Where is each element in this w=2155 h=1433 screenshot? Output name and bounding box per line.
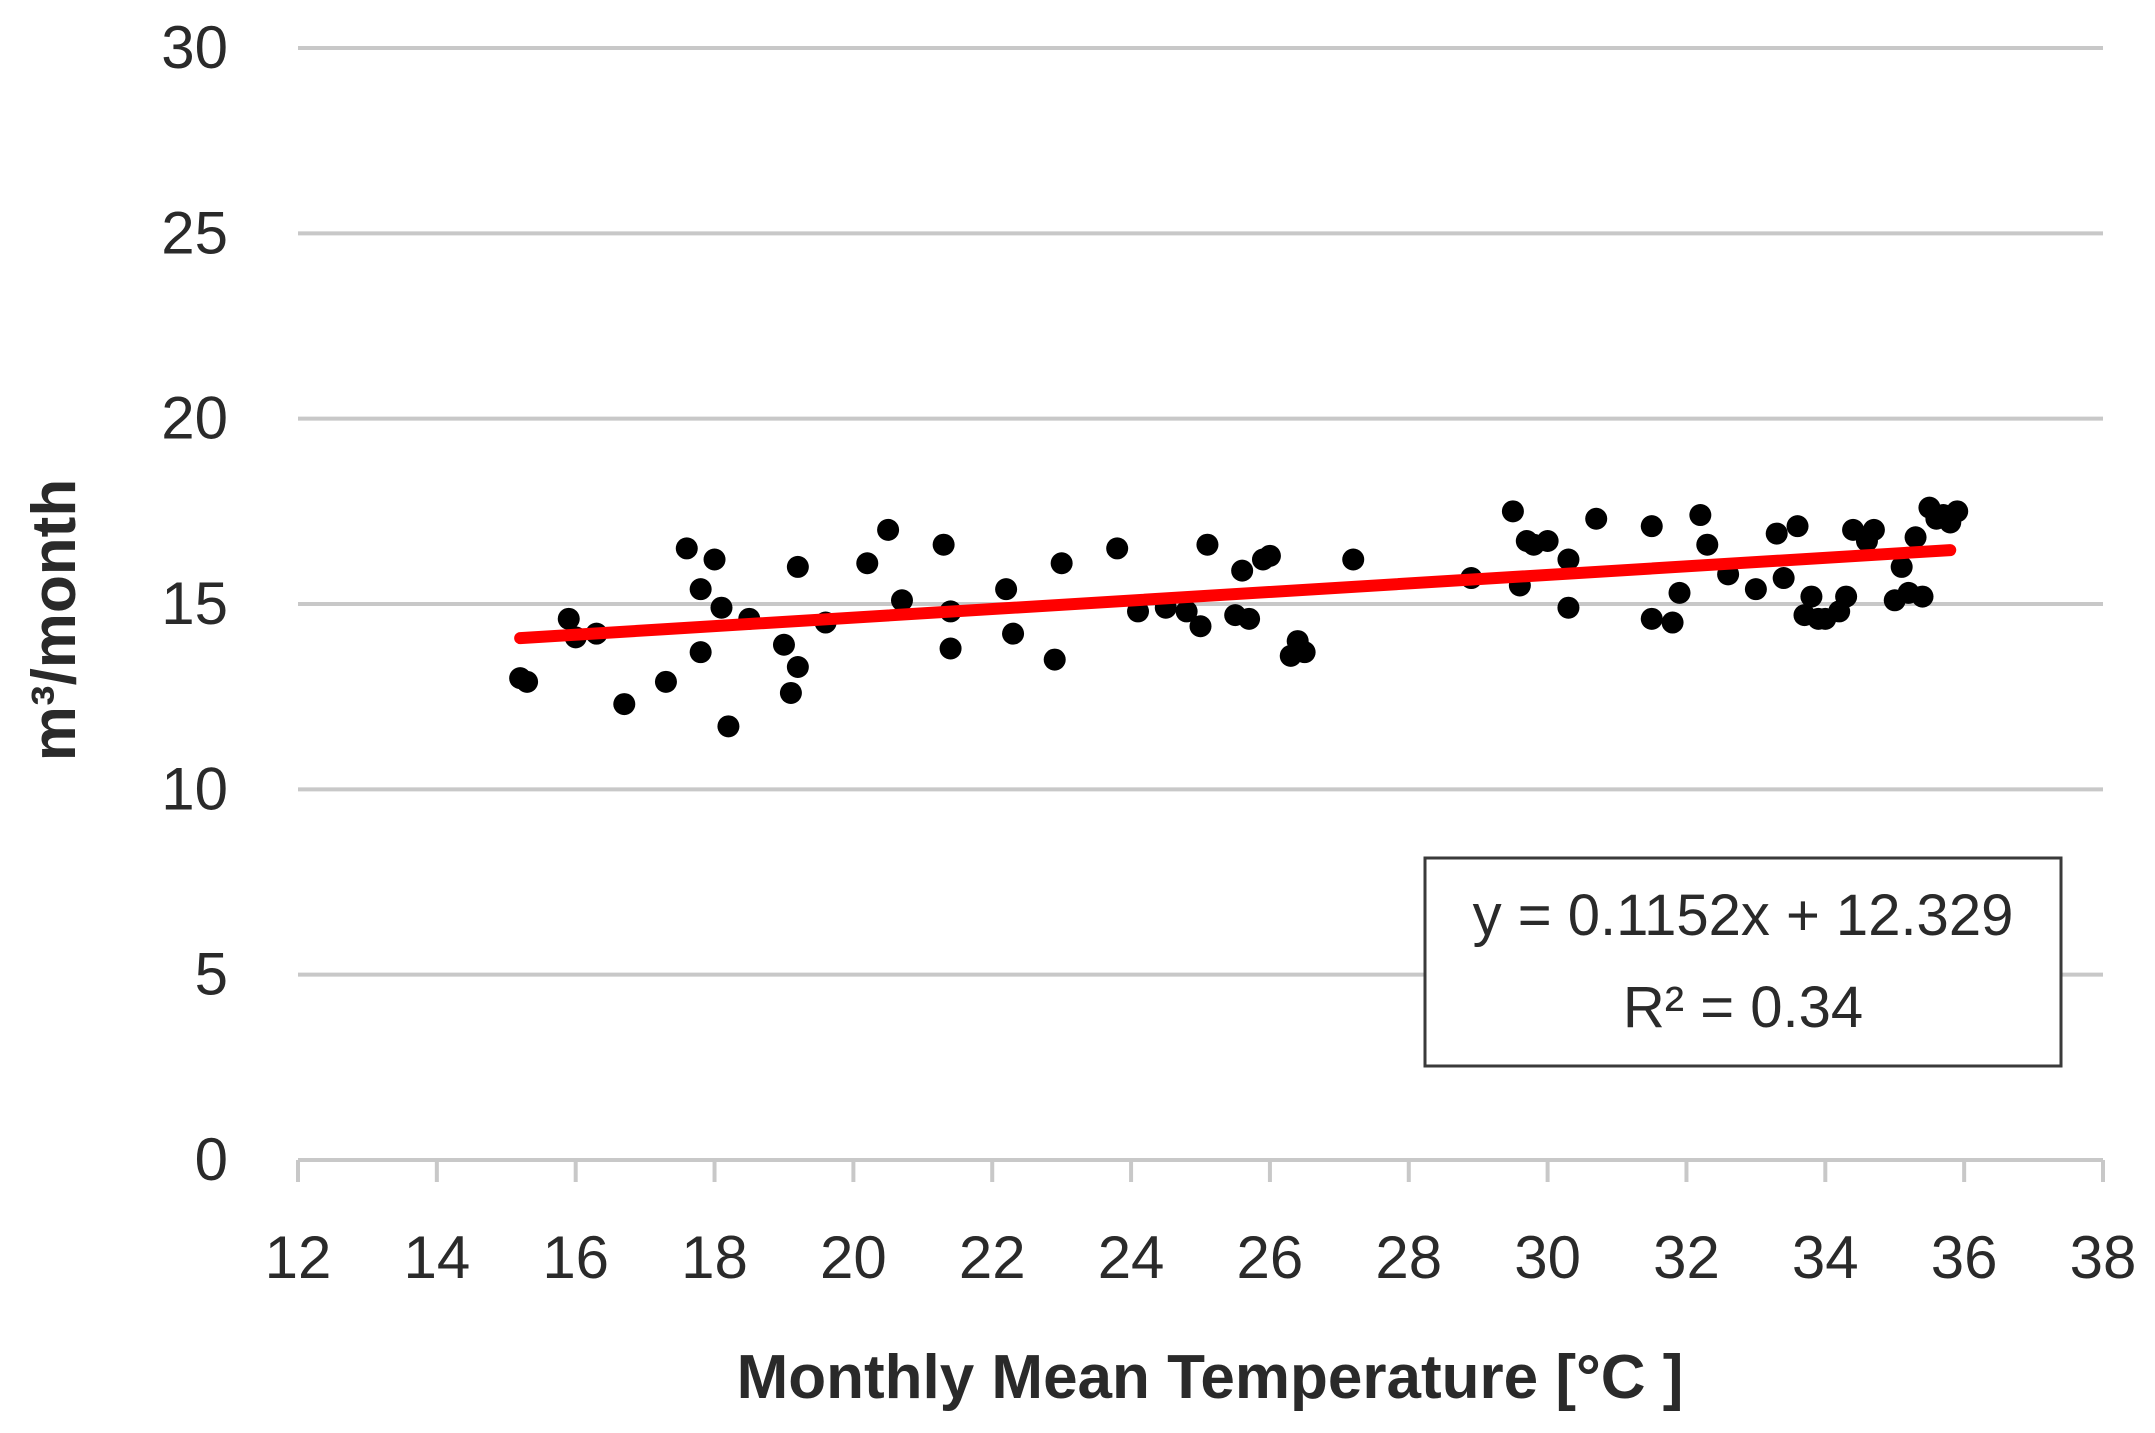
data-point-39 <box>1258 544 1281 567</box>
data-point-56 <box>1668 581 1691 604</box>
data-point-7 <box>675 537 698 560</box>
x-axis <box>296 1158 2105 1182</box>
data-point-11 <box>710 596 733 619</box>
y-tick-label-15: 15 <box>161 570 228 637</box>
data-point-63 <box>1786 515 1809 538</box>
data-point-43 <box>1342 548 1365 571</box>
data-point-42 <box>1293 641 1316 664</box>
x-tick-label-16: 16 <box>542 1224 609 1291</box>
data-point-60 <box>1744 578 1767 601</box>
data-point-25 <box>995 578 1018 601</box>
x-tick-label-12: 12 <box>265 1224 332 1291</box>
data-point-1 <box>516 670 539 693</box>
data-point-57 <box>1689 504 1712 527</box>
data-point-12 <box>717 715 740 738</box>
x-tick-label-26: 26 <box>1237 1224 1304 1291</box>
data-point-54 <box>1640 515 1663 538</box>
data-point-76 <box>1904 526 1927 549</box>
r-squared-label: R² = 0.34 <box>1623 975 1863 1040</box>
x-tick-label-32: 32 <box>1653 1224 1720 1291</box>
x-axis-title: Monthly Mean Temperature [°C ] <box>737 1343 1684 1412</box>
data-point-2 <box>557 607 580 630</box>
data-point-29 <box>1106 537 1129 560</box>
data-point-6 <box>654 670 677 693</box>
data-point-52 <box>1585 507 1608 530</box>
data-point-8 <box>689 641 712 664</box>
equation-box: y = 0.1152x + 12.329 R² = 0.34 <box>1423 856 2063 1068</box>
data-point-37 <box>1238 607 1261 630</box>
trendline <box>514 544 1957 645</box>
y-tick-label-25: 25 <box>161 199 228 266</box>
y-tick-label-5: 5 <box>195 941 228 1008</box>
data-point-15 <box>779 681 802 704</box>
data-point-27 <box>1043 648 1066 671</box>
y-axis-tick-labels: 0 5 10 15 20 25 30 <box>161 14 228 1193</box>
data-point-65 <box>1800 585 1823 608</box>
data-point-50 <box>1557 596 1580 619</box>
trendline-group <box>514 544 1957 645</box>
gridlines <box>298 46 2103 977</box>
data-point-49 <box>1536 529 1559 552</box>
data-point-21 <box>890 589 913 612</box>
data-point-61 <box>1765 522 1788 545</box>
data-point-77 <box>1911 585 1934 608</box>
equation-box-border <box>1423 856 2063 1068</box>
y-axis-title: m³/month <box>20 479 89 761</box>
data-point-74 <box>1890 555 1913 578</box>
x-tick-label-14: 14 <box>403 1224 470 1291</box>
data-point-45 <box>1501 500 1524 523</box>
data-point-28 <box>1050 552 1073 575</box>
data-point-5 <box>613 693 636 716</box>
data-point-34 <box>1196 533 1219 556</box>
data-point-36 <box>1231 559 1254 582</box>
trendline-equation: y = 0.1152x + 12.329 <box>1473 883 2014 948</box>
data-point-23 <box>939 637 962 660</box>
data-point-53 <box>1640 607 1663 630</box>
data-point-62 <box>1772 567 1795 590</box>
scatter-points <box>509 496 1969 738</box>
x-tick-label-30: 30 <box>1514 1224 1581 1291</box>
data-point-55 <box>1661 611 1684 634</box>
data-point-82 <box>1946 500 1969 523</box>
x-tick-label-22: 22 <box>959 1224 1026 1291</box>
data-point-19 <box>856 552 879 575</box>
data-point-10 <box>703 548 726 571</box>
y-tick-label-10: 10 <box>161 755 228 822</box>
data-point-72 <box>1862 518 1885 541</box>
data-point-51 <box>1557 548 1580 571</box>
y-tick-label-0: 0 <box>195 1126 228 1193</box>
data-point-58 <box>1696 533 1719 556</box>
data-point-69 <box>1835 585 1858 608</box>
data-point-16 <box>786 656 809 679</box>
x-tick-label-24: 24 <box>1098 1224 1165 1291</box>
x-tick-label-36: 36 <box>1931 1224 1998 1291</box>
data-point-9 <box>689 578 712 601</box>
data-point-20 <box>877 518 900 541</box>
x-tick-label-34: 34 <box>1792 1224 1859 1291</box>
data-point-17 <box>786 555 809 578</box>
data-point-22 <box>932 533 955 556</box>
data-point-26 <box>1002 622 1025 645</box>
data-point-33 <box>1189 615 1212 638</box>
x-tick-label-28: 28 <box>1375 1224 1442 1291</box>
x-tick-label-38: 38 <box>2070 1224 2137 1291</box>
x-tick-label-20: 20 <box>820 1224 887 1291</box>
y-tick-label-30: 30 <box>161 14 228 81</box>
x-axis-tick-labels: 12 14 16 18 20 22 24 26 28 30 32 34 36 38 <box>265 1224 2137 1291</box>
y-tick-label-20: 20 <box>161 385 228 452</box>
x-tick-label-18: 18 <box>681 1224 748 1291</box>
data-point-14 <box>772 633 795 656</box>
data-point-32 <box>1175 600 1198 623</box>
